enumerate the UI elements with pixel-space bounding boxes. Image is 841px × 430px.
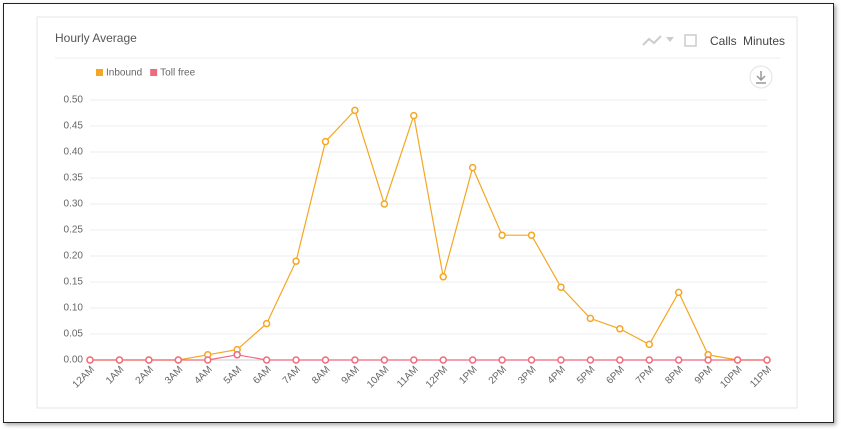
y-tick-label: 0.25 — [64, 225, 84, 236]
series-line — [90, 354, 767, 361]
y-tick-label: 0.40 — [64, 147, 84, 158]
data-point — [321, 137, 330, 146]
data-point — [616, 325, 624, 333]
legend-swatch — [96, 69, 103, 76]
legend-label: Inbound — [106, 68, 142, 79]
data-point — [292, 257, 300, 265]
series-line — [90, 109, 767, 361]
data-point — [674, 356, 683, 364]
data-point — [292, 356, 300, 364]
download-icon — [756, 71, 766, 84]
data-point — [351, 106, 359, 115]
y-tick-label: 0.50 — [64, 95, 84, 106]
data-point — [380, 200, 389, 208]
y-tick-label: 0.45 — [64, 121, 84, 132]
data-point — [763, 356, 771, 364]
dropdown-caret[interactable] — [666, 37, 674, 42]
expand-icon[interactable] — [684, 34, 697, 47]
card-title: Hourly Average — [55, 31, 137, 45]
data-point — [351, 356, 359, 364]
data-point — [380, 356, 389, 364]
tab-calls[interactable]: Calls — [710, 34, 737, 48]
data-point — [174, 356, 183, 364]
tab-minutes[interactable]: Minutes — [743, 34, 785, 48]
data-point — [645, 340, 654, 349]
data-point — [439, 273, 447, 281]
data-point — [586, 314, 595, 323]
data-point — [410, 356, 418, 364]
data-point — [527, 356, 536, 364]
data-point — [498, 231, 506, 239]
data-point — [203, 356, 212, 364]
y-tick-label: 0.10 — [64, 303, 84, 314]
y-tick-label: 0.30 — [64, 199, 84, 210]
legend-swatch — [150, 69, 158, 76]
y-tick-label: 0.20 — [64, 251, 84, 262]
data-point — [586, 356, 595, 364]
y-tick-label: 0.05 — [64, 329, 84, 340]
data-point — [262, 356, 271, 364]
data-point — [468, 163, 477, 172]
data-point — [115, 356, 124, 364]
data-point — [233, 351, 241, 359]
data-point — [674, 288, 683, 297]
data-point — [145, 356, 153, 364]
card — [36, 16, 798, 409]
data-point — [321, 356, 330, 364]
y-tick-label: 0.15 — [64, 277, 84, 288]
data-point — [704, 356, 712, 364]
y-tick-label: 0.35 — [64, 173, 84, 184]
data-point — [439, 356, 447, 364]
data-point — [468, 356, 477, 364]
data-point — [527, 231, 536, 239]
data-point — [645, 356, 654, 364]
data-point — [733, 356, 742, 364]
chart-type-icon[interactable] — [642, 35, 662, 46]
data-point — [557, 283, 565, 291]
y-tick-label: 0.00 — [64, 355, 84, 366]
data-point — [262, 319, 271, 328]
data-point — [557, 356, 565, 364]
data-point — [410, 111, 418, 120]
legend-label: Toll free — [160, 68, 195, 79]
data-point — [616, 356, 624, 364]
data-point — [86, 356, 94, 364]
data-point — [498, 356, 506, 364]
